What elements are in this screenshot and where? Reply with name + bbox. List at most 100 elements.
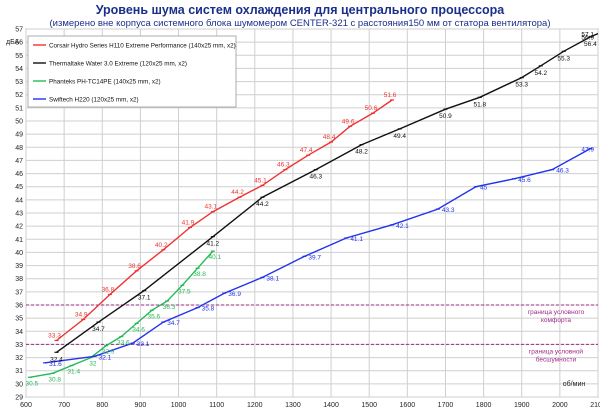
y-tick-label: 51 bbox=[15, 105, 23, 112]
data-label: 50.6 bbox=[365, 105, 378, 112]
y-tick-label: 32 bbox=[15, 355, 23, 362]
y-tick-label: 30 bbox=[15, 381, 23, 388]
y-tick-label: 33 bbox=[15, 342, 23, 349]
y-tick-label: 40 bbox=[15, 250, 23, 257]
y-axis-ticks: 29 30 31 32 33 34 35 36 37 38 39 40 41 42 43 44 45 46 47 48… bbox=[15, 27, 23, 402]
data-label: 41.1 bbox=[350, 236, 363, 243]
data-label: 36.8 bbox=[102, 286, 115, 293]
data-label: 33.6 bbox=[117, 340, 130, 347]
chart-subtitle: (измерено вне корпуса системного блока ш… bbox=[49, 18, 551, 29]
data-label: 42.1 bbox=[396, 223, 409, 230]
y-tick-label: 44 bbox=[15, 197, 23, 204]
data-label: 45.6 bbox=[518, 177, 531, 184]
x-tick-label: 1800 bbox=[476, 402, 492, 409]
x-tick-label: 600 bbox=[20, 402, 32, 409]
chart-title: Уровень шума систем охлаждения для центр… bbox=[95, 3, 505, 17]
x-tick-label: 2100 bbox=[590, 402, 600, 409]
data-label: 47.4 bbox=[300, 147, 313, 154]
y-tick-label: 55 bbox=[15, 53, 23, 60]
y-tick-label: 31 bbox=[15, 368, 23, 375]
y-tick-label: 46 bbox=[15, 171, 23, 178]
y-tick-label: 38 bbox=[15, 276, 23, 283]
data-label: 36.3 bbox=[163, 304, 176, 311]
series-3 bbox=[43, 147, 593, 364]
x-tick-label: 1400 bbox=[323, 402, 339, 409]
legend-box bbox=[27, 35, 237, 108]
data-label: 31.6 bbox=[49, 361, 62, 368]
data-label: 50.9 bbox=[439, 113, 452, 120]
data-label: 30.8 bbox=[48, 376, 61, 383]
data-label: 32 bbox=[89, 361, 97, 368]
y-tick-label: 29 bbox=[15, 395, 23, 402]
x-tick-label: 1900 bbox=[514, 402, 530, 409]
data-labels: 33.3 34.9 36.8 38.6 40.2 41.9 43.1 44.2 45.1 46.3… bbox=[25, 32, 597, 388]
x-axis-label: об/мин bbox=[563, 380, 586, 388]
legend-entry: Thermaltake Water 3.0 Extreme (120x25 mm… bbox=[49, 61, 187, 68]
data-label: 46.3 bbox=[309, 174, 322, 181]
y-tick-label: 56 bbox=[15, 40, 23, 47]
y-tick-label: 50 bbox=[15, 119, 23, 126]
data-label: 53.3 bbox=[515, 82, 528, 89]
y-tick-label: 48 bbox=[15, 145, 23, 152]
data-label: 56.9 bbox=[581, 34, 594, 41]
data-label: 34.6 bbox=[132, 326, 145, 333]
data-label: 34.7 bbox=[92, 326, 105, 333]
data-label: 48.2 bbox=[355, 149, 368, 156]
data-label: 37.5 bbox=[178, 288, 191, 295]
data-label: 35.6 bbox=[148, 313, 161, 320]
x-tick-label: 1500 bbox=[361, 402, 377, 409]
data-label: 36.9 bbox=[228, 291, 241, 298]
x-axis-ticks: 600 700 800 900 1000 1100 1200 1300 1400 1500 1600… bbox=[20, 402, 600, 409]
data-label: 41.9 bbox=[182, 219, 195, 226]
x-tick-label: 1600 bbox=[400, 402, 416, 409]
y-tick-label: 57 bbox=[15, 27, 23, 34]
data-label: 40.2 bbox=[155, 242, 168, 249]
threshold-label: комфорта bbox=[541, 317, 571, 324]
data-label: 43.1 bbox=[205, 204, 218, 211]
y-tick-label: 45 bbox=[15, 184, 23, 191]
data-label: 45 bbox=[480, 185, 488, 192]
y-tick-label: 43 bbox=[15, 211, 23, 218]
data-label: 30.5 bbox=[25, 380, 38, 387]
data-label: 44.2 bbox=[256, 201, 269, 208]
x-tick-label: 1100 bbox=[209, 402, 224, 409]
data-label: 49.6 bbox=[342, 118, 355, 125]
data-label: 47.9 bbox=[581, 147, 594, 154]
y-tick-label: 52 bbox=[15, 92, 23, 99]
data-label: 33.1 bbox=[137, 341, 150, 348]
y-tick-label: 36 bbox=[15, 303, 23, 310]
x-tick-label: 1700 bbox=[438, 402, 454, 409]
y-axis-label: дБА bbox=[6, 39, 20, 46]
legend: Corsair Hydro Series H110 Extreme Perfor… bbox=[27, 35, 237, 108]
y-tick-label: 49 bbox=[15, 132, 23, 139]
y-tick-label: 41 bbox=[15, 237, 23, 244]
data-label: 31.4 bbox=[67, 368, 80, 375]
legend-entry: Corsair Hydro Series H110 Extreme Perfor… bbox=[49, 43, 236, 50]
data-label: 32.4 bbox=[50, 356, 63, 363]
threshold-label: граница условной bbox=[529, 347, 584, 355]
x-tick-label: 1300 bbox=[285, 402, 301, 409]
data-label: 32.9 bbox=[102, 349, 115, 356]
data-label: 32.1 bbox=[99, 354, 112, 361]
y-tick-label: 42 bbox=[15, 224, 23, 231]
data-label: 43.3 bbox=[442, 207, 455, 214]
threshold-label: граница условного bbox=[528, 309, 585, 316]
data-label: 57.1 bbox=[581, 32, 594, 39]
legend-entry: Phanteks PH-TC14PE (140x25 mm, x2) bbox=[49, 79, 161, 86]
data-label: 33.3 bbox=[48, 332, 61, 339]
series-line bbox=[29, 250, 214, 378]
data-label: 51.8 bbox=[473, 101, 486, 108]
y-tick-label: 34 bbox=[15, 329, 23, 336]
x-tick-label: 1200 bbox=[247, 402, 263, 409]
data-label: 41.2 bbox=[207, 241, 220, 248]
data-label: 46.3 bbox=[277, 162, 290, 169]
y-tick-label: 35 bbox=[15, 316, 23, 323]
data-label: 39.7 bbox=[308, 254, 321, 261]
data-label: 34.9 bbox=[75, 311, 88, 318]
data-label: 55.3 bbox=[557, 55, 570, 62]
y-tick-label: 47 bbox=[15, 158, 23, 165]
y-tick-label: 37 bbox=[15, 289, 23, 296]
